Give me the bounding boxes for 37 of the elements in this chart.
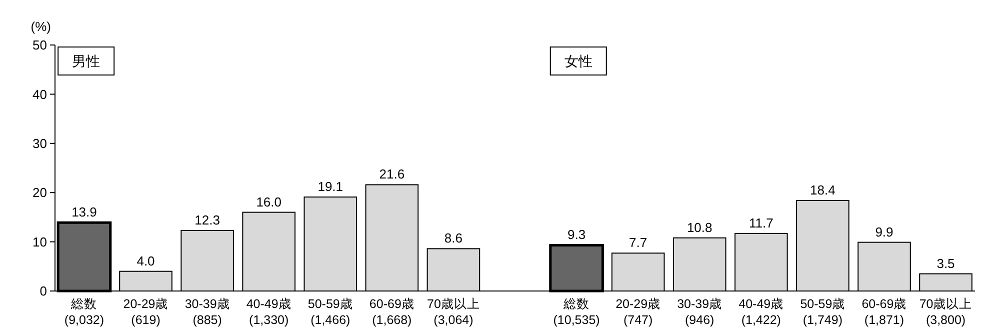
y-tick-label: 10: [32, 234, 47, 250]
annotation: 男性: [72, 52, 100, 69]
data-label: 8.6: [444, 230, 462, 246]
y-tick-label: 40: [32, 86, 47, 102]
x-tick-label: 60-69歳 (1,668): [369, 297, 414, 327]
data-label: 3.5: [936, 256, 955, 271]
data-label: 4.0: [136, 253, 155, 268]
y-axis-title: (%): [30, 19, 51, 34]
data-label: 9.9: [875, 224, 894, 240]
y-tick-label: 50: [32, 38, 47, 53]
data-label: 9.3: [568, 227, 586, 242]
data-label: 13.9: [72, 204, 97, 220]
x-tick-label: 総数 (9,032): [64, 297, 104, 327]
annotation: 女性: [564, 52, 592, 69]
x-tick-label: 総数 (10,535): [553, 297, 600, 327]
data-label: 11.7: [748, 215, 774, 230]
y-tick-label: 0: [40, 284, 47, 299]
x-tick-label: 40-49歳 (1,422): [738, 297, 784, 327]
data-label: 18.4: [810, 182, 836, 198]
data-label: 21.6: [379, 166, 405, 182]
x-tick-label: 70歳以上 (3,800): [919, 297, 972, 327]
x-tick-label: 50-59歳 (1,466): [308, 297, 353, 327]
x-tick-label: 40-49歳 (1,330): [246, 297, 292, 327]
x-tick-label: 70歳以上 (3,064): [427, 297, 480, 327]
x-tick-label: 30-39歳 (885): [184, 297, 230, 327]
x-tick-label: 50-59歳 (1,749): [800, 297, 846, 327]
y-tick-label: 20: [32, 185, 47, 200]
x-tick-label: 60-69歳 (1,871): [862, 297, 907, 327]
data-label: 19.1: [318, 179, 344, 194]
y-tick-label: 30: [32, 136, 47, 151]
x-tick-label: 30-39歳 (946): [677, 297, 722, 327]
data-label: 16.0: [256, 194, 282, 210]
data-label: 10.8: [686, 220, 712, 235]
data-label: 12.3: [194, 212, 220, 228]
x-tick-label: 20-29歳 (747): [616, 297, 661, 327]
x-tick-label: 20-29歳 (619): [123, 297, 168, 327]
data-label: 7.7: [629, 235, 648, 250]
